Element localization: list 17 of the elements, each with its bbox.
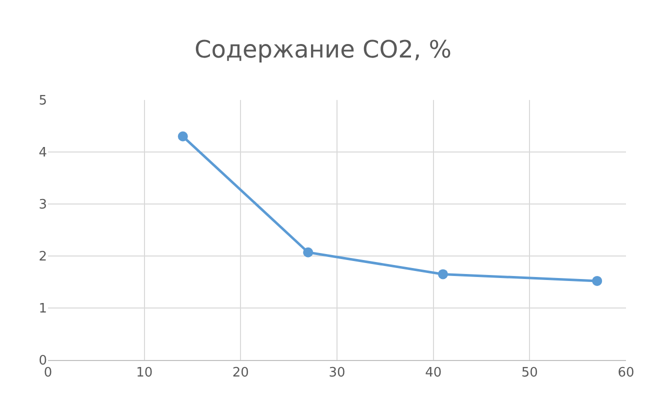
y-tick-label: 4 bbox=[38, 146, 47, 161]
x-tick-label: 10 bbox=[136, 366, 153, 381]
point bbox=[592, 276, 602, 286]
point bbox=[178, 131, 188, 142]
x-tick-label: 20 bbox=[232, 366, 249, 381]
y-tick-label: 0 bbox=[38, 354, 47, 369]
y-tick-label: 5 bbox=[38, 94, 47, 109]
x-tick-label: 50 bbox=[521, 366, 538, 381]
chart-title: Содержание CO2, % bbox=[194, 35, 452, 64]
point bbox=[303, 247, 314, 258]
point bbox=[438, 269, 448, 280]
y-tick-label: 1 bbox=[38, 302, 47, 317]
x-tick-label: 60 bbox=[618, 366, 634, 381]
y-tick-label: 2 bbox=[38, 250, 47, 265]
x-tick-label: 30 bbox=[328, 366, 346, 381]
y-tick-label: 3 bbox=[38, 198, 47, 213]
x-tick-label: 40 bbox=[425, 366, 442, 381]
